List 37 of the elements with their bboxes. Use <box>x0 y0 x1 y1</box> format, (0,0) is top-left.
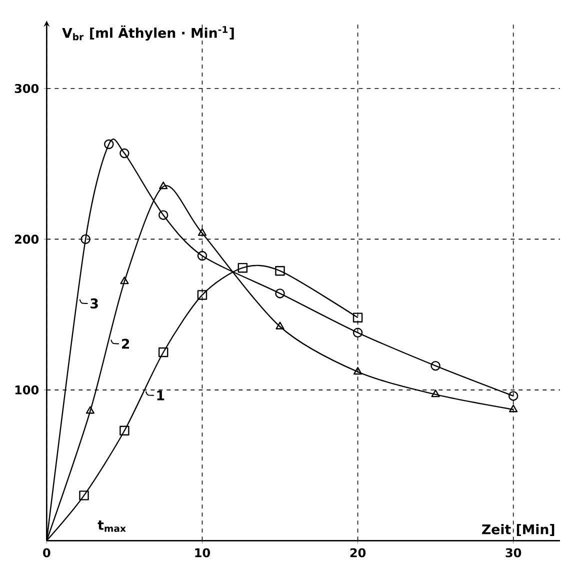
point <box>275 288 285 298</box>
point <box>158 347 168 358</box>
point <box>352 328 363 338</box>
y-tick-label: 200 <box>15 234 39 244</box>
annotation: t$_{max}$ <box>98 520 126 532</box>
x-tick-label: 0 <box>43 548 50 558</box>
y-axis-title: V$_{br}$ [ml Äthylen · Min$^{-1}$] <box>62 25 234 41</box>
legend-label: 2 <box>122 338 130 349</box>
x-tick-label: 30 <box>506 548 522 558</box>
point <box>80 234 90 244</box>
point <box>120 148 130 158</box>
point <box>158 210 168 220</box>
point <box>353 366 362 375</box>
point <box>120 276 129 284</box>
point <box>238 262 248 273</box>
point <box>104 139 114 150</box>
point <box>79 490 89 500</box>
point <box>275 266 285 276</box>
point <box>197 290 208 300</box>
y-tick-label: 300 <box>14 84 39 94</box>
point <box>86 406 95 414</box>
point <box>198 228 207 236</box>
point <box>276 322 284 330</box>
x-tick-label: 10 <box>195 548 210 558</box>
point <box>352 312 363 322</box>
point <box>509 404 518 412</box>
x-axis-title: Zeit [Min] <box>482 524 554 536</box>
legend-label: 3 <box>90 298 98 309</box>
point <box>508 391 518 401</box>
legend-label: 1 <box>157 390 164 400</box>
y-tick-label: 100 <box>15 385 39 394</box>
point <box>431 390 440 398</box>
point <box>197 250 208 261</box>
x-tick-label: 20 <box>350 548 366 558</box>
point <box>430 360 440 371</box>
point <box>120 426 130 436</box>
point <box>159 182 168 190</box>
